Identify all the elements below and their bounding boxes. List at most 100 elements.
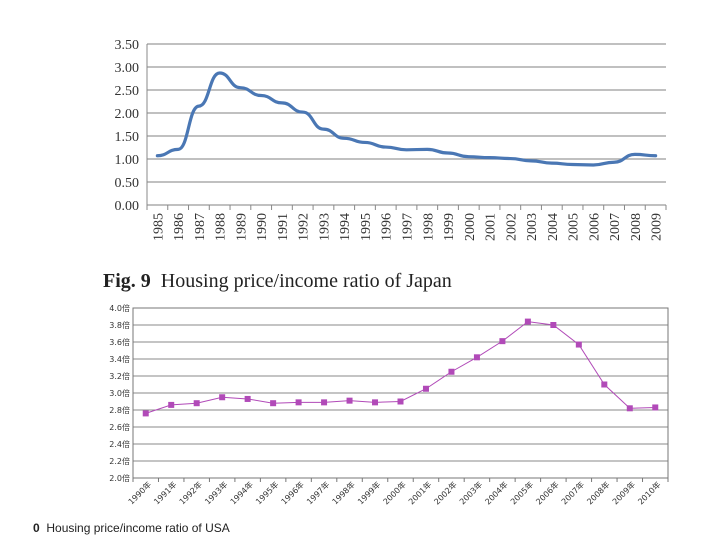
y-tick-label: 2.50 bbox=[115, 84, 140, 99]
data-point bbox=[509, 157, 512, 160]
y-tick-label: 3.50 bbox=[115, 38, 140, 53]
y-tick-label: 1.00 bbox=[115, 153, 140, 168]
x-tick-label: 1991年 bbox=[152, 479, 179, 506]
data-point bbox=[372, 399, 379, 406]
data-point bbox=[473, 354, 480, 361]
data-point bbox=[218, 71, 221, 75]
data-point bbox=[343, 137, 346, 140]
y-tick-label: 2.2倍 bbox=[109, 456, 130, 466]
data-point bbox=[270, 400, 277, 407]
x-tick-label: 2002 bbox=[504, 213, 519, 241]
data-point bbox=[321, 399, 328, 406]
data-point bbox=[467, 155, 470, 158]
y-tick-label: 0.00 bbox=[115, 199, 140, 214]
y-tick-label: 2.00 bbox=[115, 107, 140, 122]
x-tick-label: 2004 bbox=[546, 213, 561, 241]
series-line bbox=[155, 71, 658, 167]
data-point bbox=[446, 151, 450, 155]
x-tick-label: 2005 bbox=[567, 213, 582, 241]
x-tick-label: 1995 bbox=[359, 213, 374, 241]
data-point bbox=[550, 161, 554, 165]
x-tick-label: 1999年 bbox=[355, 479, 382, 506]
x-tick-label: 2000 bbox=[463, 213, 478, 241]
data-point bbox=[499, 338, 506, 345]
x-tick-label: 2002年 bbox=[432, 479, 459, 506]
data-point bbox=[448, 368, 455, 375]
data-point bbox=[488, 156, 491, 159]
fig9-caption: Fig. 9 Housing price/income ratio of Jap… bbox=[103, 270, 452, 293]
y-tick-label: 3.6倍 bbox=[109, 337, 130, 347]
x-tick-label: 1992年 bbox=[177, 479, 204, 506]
x-tick-label: 2007年 bbox=[559, 479, 586, 506]
x-tick-label: 2001年 bbox=[406, 479, 433, 506]
x-tick-label: 1997 bbox=[401, 213, 416, 241]
x-tick-label: 1986 bbox=[172, 213, 187, 241]
data-point bbox=[422, 385, 429, 392]
fig10-caption: 0 Housing price/income ratio of USA bbox=[33, 521, 230, 535]
x-tick-label: 1985 bbox=[151, 213, 166, 241]
x-tick-label: 2009年 bbox=[610, 479, 637, 506]
x-tick-label: 2006年 bbox=[534, 479, 561, 506]
x-tick-label: 2001 bbox=[484, 213, 499, 241]
x-tick-label: 1989 bbox=[234, 213, 249, 241]
x-tick-label: 1999 bbox=[442, 213, 457, 241]
x-tick-label: 2003年 bbox=[457, 479, 484, 506]
y-tick-label: 2.0倍 bbox=[109, 473, 130, 483]
data-point bbox=[592, 163, 595, 167]
y-tick-label: 0.50 bbox=[115, 176, 140, 191]
x-tick-label: 1998年 bbox=[330, 479, 357, 506]
fig10-text: Housing price/income ratio of USA bbox=[46, 521, 230, 535]
japan-ratio-chart: 0.00 0.50 1.00 1.50 2.00 2.50 3.00 3.50 1985 1986… bbox=[115, 38, 667, 241]
data-point bbox=[193, 400, 200, 407]
x-tick-label: 1988 bbox=[214, 213, 229, 241]
data-point bbox=[168, 401, 175, 408]
data-point bbox=[571, 163, 574, 166]
x-tick-label: 1996 bbox=[380, 213, 395, 241]
fig10-label: 0 bbox=[33, 521, 40, 535]
fig9-label: Fig. 9 bbox=[103, 270, 151, 292]
data-point bbox=[363, 141, 367, 144]
x-tick-label: 1993 bbox=[317, 213, 332, 241]
x-tick-label: 2005年 bbox=[508, 479, 535, 506]
data-point bbox=[280, 101, 284, 105]
y-tick-label: 4.0倍 bbox=[109, 303, 130, 313]
x-tick-label: 1995年 bbox=[253, 479, 280, 506]
data-point bbox=[524, 318, 531, 325]
data-point bbox=[550, 322, 557, 328]
data-point bbox=[601, 381, 608, 388]
data-point bbox=[239, 86, 242, 89]
x-tick-label: 1998 bbox=[421, 213, 436, 241]
x-tick-label: 1990 bbox=[255, 213, 270, 241]
data-point bbox=[142, 410, 149, 417]
data-point bbox=[346, 397, 353, 404]
y-tick-label: 3.00 bbox=[115, 61, 140, 76]
x-tick-label: 2000年 bbox=[381, 479, 408, 506]
x-tick-label: 2007 bbox=[608, 213, 623, 241]
data-point bbox=[322, 127, 325, 131]
x-tick-label: 1993年 bbox=[202, 479, 229, 506]
data-point bbox=[219, 394, 226, 401]
data-point bbox=[259, 94, 263, 97]
x-tick-label: 1990年 bbox=[126, 479, 153, 506]
usa-ratio-chart: 2.0倍 2.2倍 2.4倍 2.6倍 2.8倍 3.0倍 3.2倍 3.4倍 3.6倍 3.8倍… bbox=[109, 303, 669, 506]
x-tick-label: 1987 bbox=[193, 213, 208, 241]
x-tick-label: 1994年 bbox=[228, 479, 255, 506]
data-point bbox=[529, 159, 533, 163]
y-tick-label: 3.8倍 bbox=[109, 320, 130, 330]
data-point bbox=[575, 341, 582, 348]
data-point bbox=[197, 104, 201, 108]
y-tick-label: 3.4倍 bbox=[109, 354, 130, 364]
data-point bbox=[654, 154, 657, 157]
y-tick-label: 2.6倍 bbox=[109, 422, 130, 432]
x-tick-label: 1992 bbox=[297, 213, 312, 241]
data-point bbox=[301, 110, 304, 114]
data-point bbox=[156, 154, 159, 157]
plot-frame bbox=[132, 307, 669, 479]
data-point bbox=[295, 399, 302, 406]
x-tick-label: 2008 bbox=[629, 213, 644, 241]
x-tick-label: 1996年 bbox=[279, 479, 306, 506]
x-tick-label: 2009 bbox=[650, 213, 665, 241]
x-tick-label: 1994 bbox=[338, 213, 353, 241]
y-tick-label: 2.8倍 bbox=[109, 405, 130, 415]
